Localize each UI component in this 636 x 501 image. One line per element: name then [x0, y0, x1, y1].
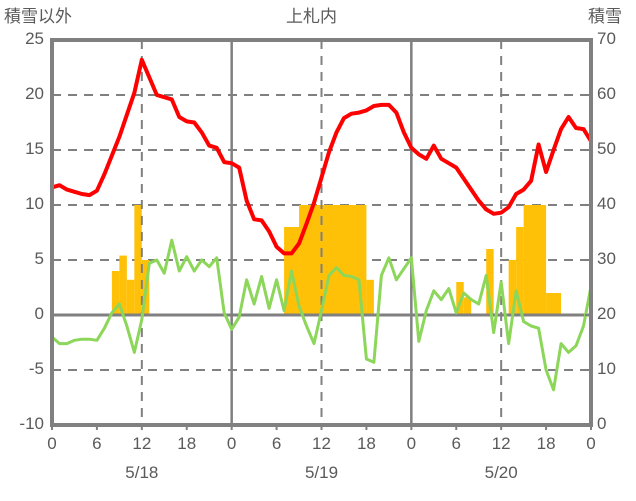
y-axis-right-tick: 20	[597, 304, 616, 323]
y-axis-right-tick: 70	[597, 29, 616, 48]
bar	[523, 205, 547, 315]
bar	[516, 227, 524, 315]
day-divider-lines	[140, 40, 503, 425]
y-axis-left-tick: 5	[34, 249, 44, 268]
red-line	[50, 57, 593, 256]
x-axis-tick: 0	[226, 434, 237, 453]
bar	[366, 279, 374, 315]
y-axis-right-tick: 50	[597, 139, 616, 158]
day-label: 5/18	[125, 463, 159, 482]
x-axis-tick: 0	[586, 434, 596, 453]
x-axis-tick: 18	[177, 434, 197, 453]
x-axis-tick: 6	[451, 434, 461, 453]
day-label: 5/19	[304, 463, 339, 482]
y-axis-right-tick: 10	[597, 359, 616, 378]
y-axis-right-tick: 40	[597, 194, 616, 213]
right-axis-title: 積雪	[588, 7, 622, 26]
bar	[486, 249, 494, 315]
y-axis-right-tick: 30	[597, 249, 616, 268]
y-axis-left-tick: -10	[19, 414, 44, 433]
y-axis-right-tick: 0	[597, 414, 607, 433]
y-axis-left-tick: 10	[25, 194, 44, 213]
x-axis-ticks	[51, 39, 592, 430]
bar	[111, 271, 120, 315]
x-axis-tick: 18	[356, 434, 376, 453]
bar-series	[111, 205, 562, 315]
y-axis-left-tick: 20	[25, 84, 44, 103]
bar	[546, 293, 562, 315]
x-axis-tick: 12	[312, 434, 331, 453]
x-axis-tick: 12	[132, 434, 152, 453]
x-axis-tick: 0	[47, 434, 57, 453]
bar	[299, 205, 367, 315]
x-axis-tick: 12	[491, 434, 511, 453]
x-axis-tick: 18	[536, 434, 556, 453]
y-axis-right-tick: 60	[597, 84, 616, 103]
bar	[463, 297, 472, 315]
x-axis-tick: 0	[406, 434, 417, 453]
y-axis-left-tick: -5	[28, 359, 44, 378]
red-line-series	[50, 57, 593, 256]
bar	[456, 282, 464, 315]
y-axis-left-tick: 0	[34, 304, 44, 323]
left-axis-title: 積雪以外	[4, 7, 72, 26]
day-label: 5/20	[484, 463, 518, 482]
y-axis-left-tick: 15	[25, 139, 44, 158]
bar	[508, 260, 517, 315]
green-line-series	[50, 238, 593, 392]
chart-title: 上札内	[286, 7, 337, 26]
x-axis-tick: 6	[271, 434, 282, 453]
bar	[119, 255, 127, 315]
bar	[134, 205, 142, 315]
bar	[126, 279, 135, 315]
x-axis-tick: 6	[92, 434, 102, 453]
y-axis-left-tick: 25	[25, 29, 44, 48]
green-line	[50, 238, 593, 392]
